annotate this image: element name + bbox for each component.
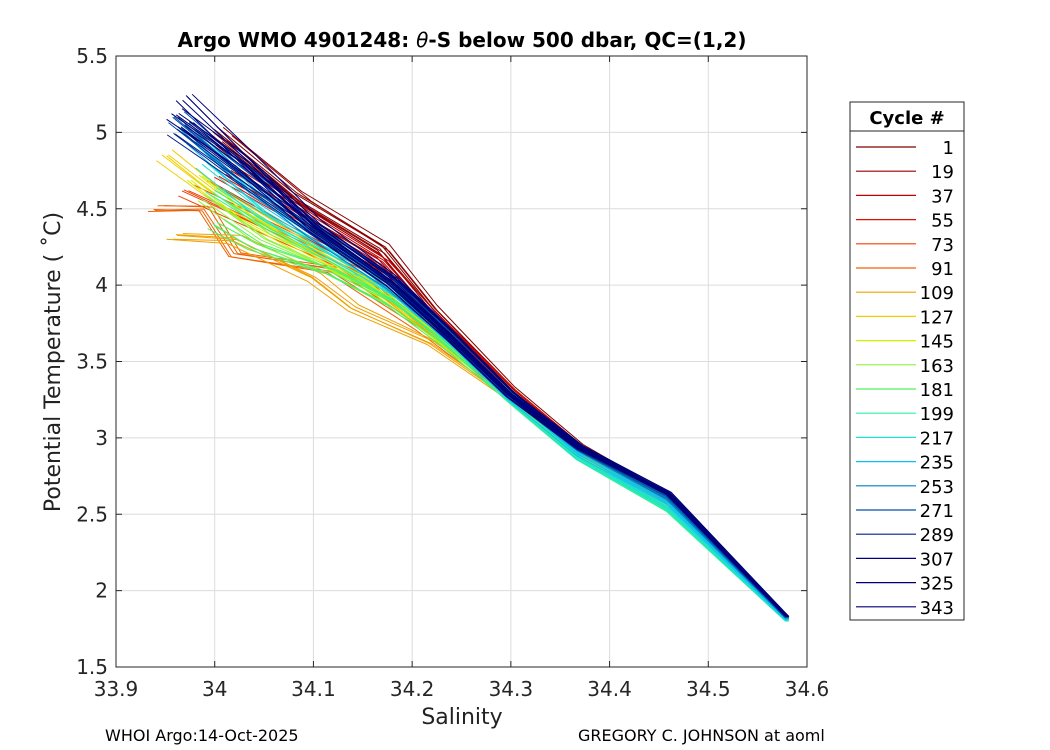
y-tick-label: 3 — [95, 426, 108, 450]
chart-title-suffix: -S below 500 dbar, QC=(1,2) — [428, 28, 746, 52]
legend-label-199: 199 — [920, 404, 954, 425]
legend-label-91: 91 — [931, 259, 954, 280]
legend-label-19: 19 — [931, 162, 954, 183]
chart-title: Argo WMO 4901248: θ-S below 500 dbar, QC… — [178, 28, 747, 52]
plot-area: 33.9 34 34.1 34.2 34.3 34.4 34.5 34.6 1.5 2 2.5 3 3.… — [76, 44, 829, 701]
x-tick-label: 34.5 — [686, 677, 731, 701]
series-line-343 — [177, 126, 787, 617]
y-tick-label: 2.5 — [76, 502, 108, 526]
x-tick-label: 34.4 — [587, 677, 632, 701]
series-line-343 — [184, 124, 788, 617]
legend-title: Cycle # — [869, 108, 944, 129]
legend-label-73: 73 — [931, 235, 954, 256]
series-group — [147, 93, 790, 622]
chart-title-theta: θ — [416, 28, 428, 52]
legend-label-307: 307 — [920, 549, 954, 570]
legend-label-109: 109 — [920, 283, 954, 304]
series-343 — [177, 121, 790, 617]
legend-label-343: 343 — [920, 598, 954, 619]
y-tick-label: 5 — [95, 120, 108, 144]
footer-right: GREGORY C. JOHNSON at aoml — [578, 726, 825, 745]
series-line-343 — [188, 121, 789, 617]
legend-label-37: 37 — [931, 186, 954, 207]
y-tick-label: 2 — [95, 579, 108, 603]
legend: Cycle # 1 19 37 55 73 91 109 127 145 163 181 199 217 2… — [849, 101, 965, 621]
legend-label-325: 325 — [920, 574, 954, 595]
legend-label-55: 55 — [931, 211, 954, 232]
legend-label-127: 127 — [920, 307, 954, 328]
legend-label-181: 181 — [920, 380, 954, 401]
legend-label-271: 271 — [920, 501, 954, 522]
x-tick-label: 34 — [202, 677, 227, 701]
legend-label-145: 145 — [920, 332, 954, 353]
legend-label-235: 235 — [920, 453, 954, 474]
y-axis-label: Potential Temperature ( ˚C) — [41, 212, 66, 512]
series-line-343 — [192, 122, 790, 617]
y-tick-label: 4.5 — [76, 197, 108, 221]
y-tick-label: 1.5 — [76, 655, 108, 679]
legend-label-253: 253 — [920, 477, 954, 498]
series-line-325 — [181, 108, 790, 617]
y-tick-label: 4 — [95, 273, 108, 297]
legend-label-217: 217 — [920, 428, 954, 449]
footer-left: WHOI Argo:14-Oct-2025 — [105, 726, 299, 745]
legend-label-289: 289 — [920, 525, 954, 546]
x-axis-label: Salinity — [421, 705, 502, 730]
x-tick-label: 34.6 — [785, 677, 830, 701]
y-tick-label: 5.5 — [76, 44, 108, 68]
legend-label-1: 1 — [943, 138, 954, 159]
x-tick-label: 34.2 — [390, 677, 435, 701]
chart-title-prefix: Argo WMO 4901248: — [178, 28, 417, 52]
legend-label-163: 163 — [920, 356, 954, 377]
x-tick-label: 34.3 — [489, 677, 534, 701]
series-line-217 — [195, 167, 787, 622]
series-line-199 — [206, 191, 787, 622]
x-tick-label: 34.1 — [291, 677, 336, 701]
y-tick-label: 3.5 — [76, 350, 108, 374]
x-tick-label: 33.9 — [94, 677, 139, 701]
